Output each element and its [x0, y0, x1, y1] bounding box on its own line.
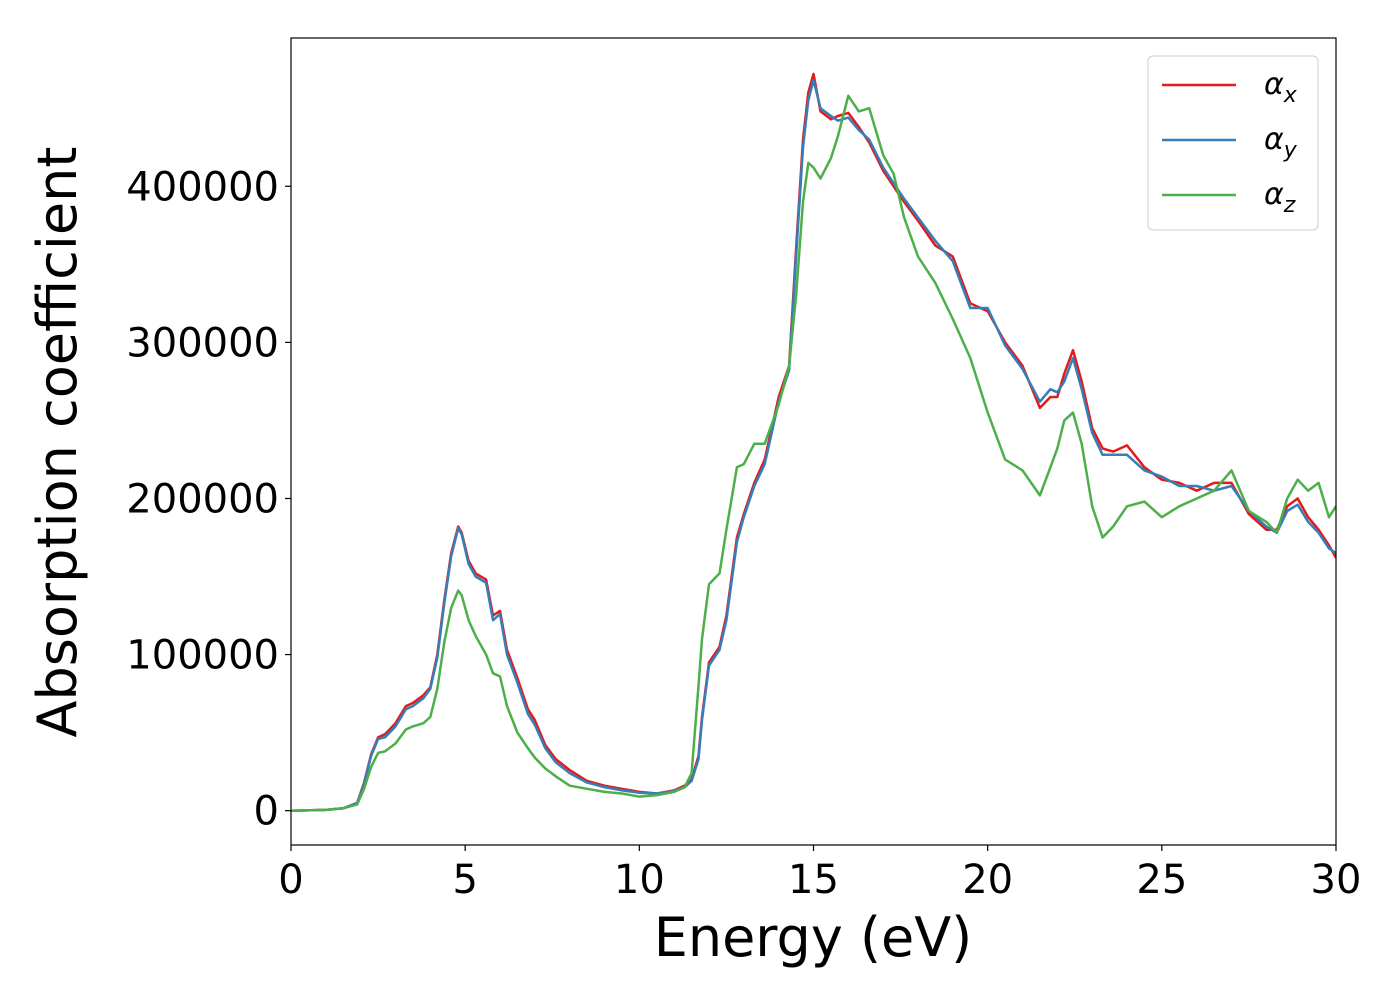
legend-box	[1147, 55, 1319, 231]
plot-frame	[290, 37, 1337, 846]
y-tick-label: 400000	[126, 164, 279, 210]
y-tick-label: 300000	[126, 320, 279, 366]
x-axis-title: Energy (eV)	[654, 906, 973, 969]
x-tick-label: 20	[962, 857, 1013, 903]
legend-label-alpha-x: αx	[1264, 67, 1298, 108]
y-tick-label: 100000	[126, 633, 279, 679]
ticks-layer: 0 5 10 15 20 25 30 0 100000 200000 300000 400000	[126, 164, 1361, 903]
y-tick-label: 200000	[126, 476, 279, 522]
x-tick-label: 5	[452, 857, 477, 903]
y-tick-label: 0	[254, 789, 279, 835]
x-tick-label: 25	[1136, 857, 1187, 903]
legend-label-alpha-y: αy	[1264, 122, 1298, 163]
series-line-alpha-y	[291, 78, 1336, 812]
y-axis-title: Absorption coefficient	[26, 147, 89, 738]
x-tick-label: 30	[1311, 857, 1362, 903]
x-tick-label: 15	[788, 857, 839, 903]
x-tick-label: 10	[614, 857, 665, 903]
x-tick-label: 0	[278, 857, 303, 903]
series-layer	[291, 72, 1336, 812]
series-line-alpha-z	[291, 94, 1336, 812]
